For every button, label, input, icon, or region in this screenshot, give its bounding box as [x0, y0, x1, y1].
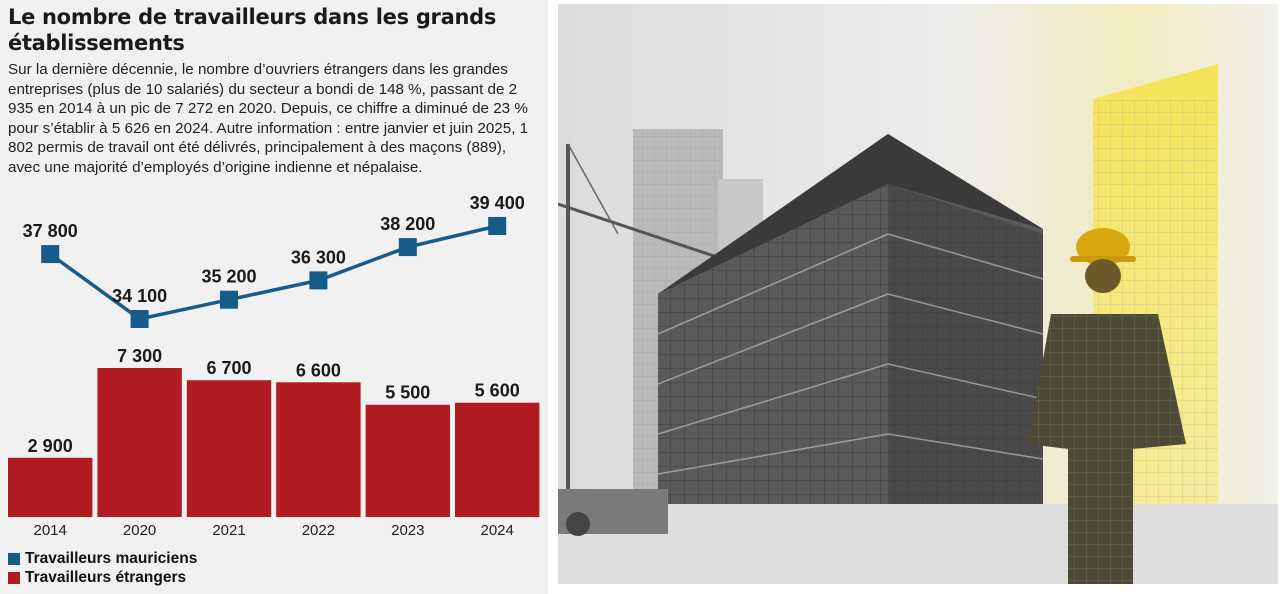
bar-2023: [365, 404, 450, 517]
x-tick-label: 2024: [481, 522, 514, 539]
legend-swatch-mauriciens: [8, 552, 20, 565]
line-point-2020: [130, 310, 149, 328]
line-point-2023: [398, 238, 417, 257]
line-value-label: 38 200: [380, 214, 435, 234]
legend: Travailleurs mauriciens Travailleurs étr…: [8, 549, 197, 587]
bar-2020: [97, 368, 182, 517]
bar-value-label: 5 600: [475, 381, 520, 401]
legend-item-mauriciens: Travailleurs mauriciens: [8, 549, 197, 568]
line-point-2024: [488, 217, 507, 235]
line-value-label: 37 800: [23, 221, 78, 241]
chart: 2 900 2014 7 300 2020 6 700 2021 6 600 2022 5 50…: [8, 193, 540, 539]
x-tick-label: 2023: [391, 522, 424, 539]
construction-illustration: [558, 4, 1278, 584]
line-point-2022: [309, 271, 328, 290]
bar-value-label: 6 600: [296, 360, 341, 380]
bar-2014: [8, 457, 93, 517]
bar-value-label: 2 900: [28, 436, 73, 456]
line-value-label: 34 100: [112, 286, 167, 306]
legend-label: Travailleurs mauriciens: [25, 549, 198, 567]
bar-value-label: 5 500: [385, 383, 430, 403]
infographic-panel: Le nombre de travailleurs dans les grand…: [0, 0, 548, 594]
bars-layer: [8, 368, 540, 517]
bar-value-label: 7 300: [117, 346, 162, 366]
line-layer: [41, 217, 507, 328]
line-value-label: 39 400: [470, 193, 525, 213]
line-point-2021: [220, 290, 238, 309]
x-tick-label: 2014: [34, 522, 67, 539]
bar-2022: [276, 382, 361, 517]
legend-item-etrangers: Travailleurs étrangers: [8, 568, 197, 587]
x-tick-label: 2020: [123, 522, 156, 539]
x-tick-label: 2022: [302, 522, 335, 539]
line-point-2014: [41, 245, 60, 264]
bar-value-label: 6 700: [206, 358, 251, 378]
bar-2021: [186, 380, 272, 517]
chart-title: Le nombre de travailleurs dans les grand…: [8, 5, 497, 55]
line-value-label: 36 300: [291, 247, 346, 267]
construction-photo: [558, 4, 1278, 584]
line-value-label: 35 200: [201, 267, 256, 287]
legend-label: Travailleurs étrangers: [25, 568, 187, 586]
chart-description: Sur la dernière décennie, le nombre d’ou…: [8, 61, 529, 176]
x-tick-label: 2021: [212, 522, 245, 539]
mauriciens-line: [49, 224, 498, 321]
labels-layer: 2 900 2014 7 300 2020 6 700 2021 6 600 2022 5 50…: [23, 193, 525, 539]
legend-swatch-etrangers: [8, 571, 20, 584]
bar-2024: [455, 402, 540, 517]
